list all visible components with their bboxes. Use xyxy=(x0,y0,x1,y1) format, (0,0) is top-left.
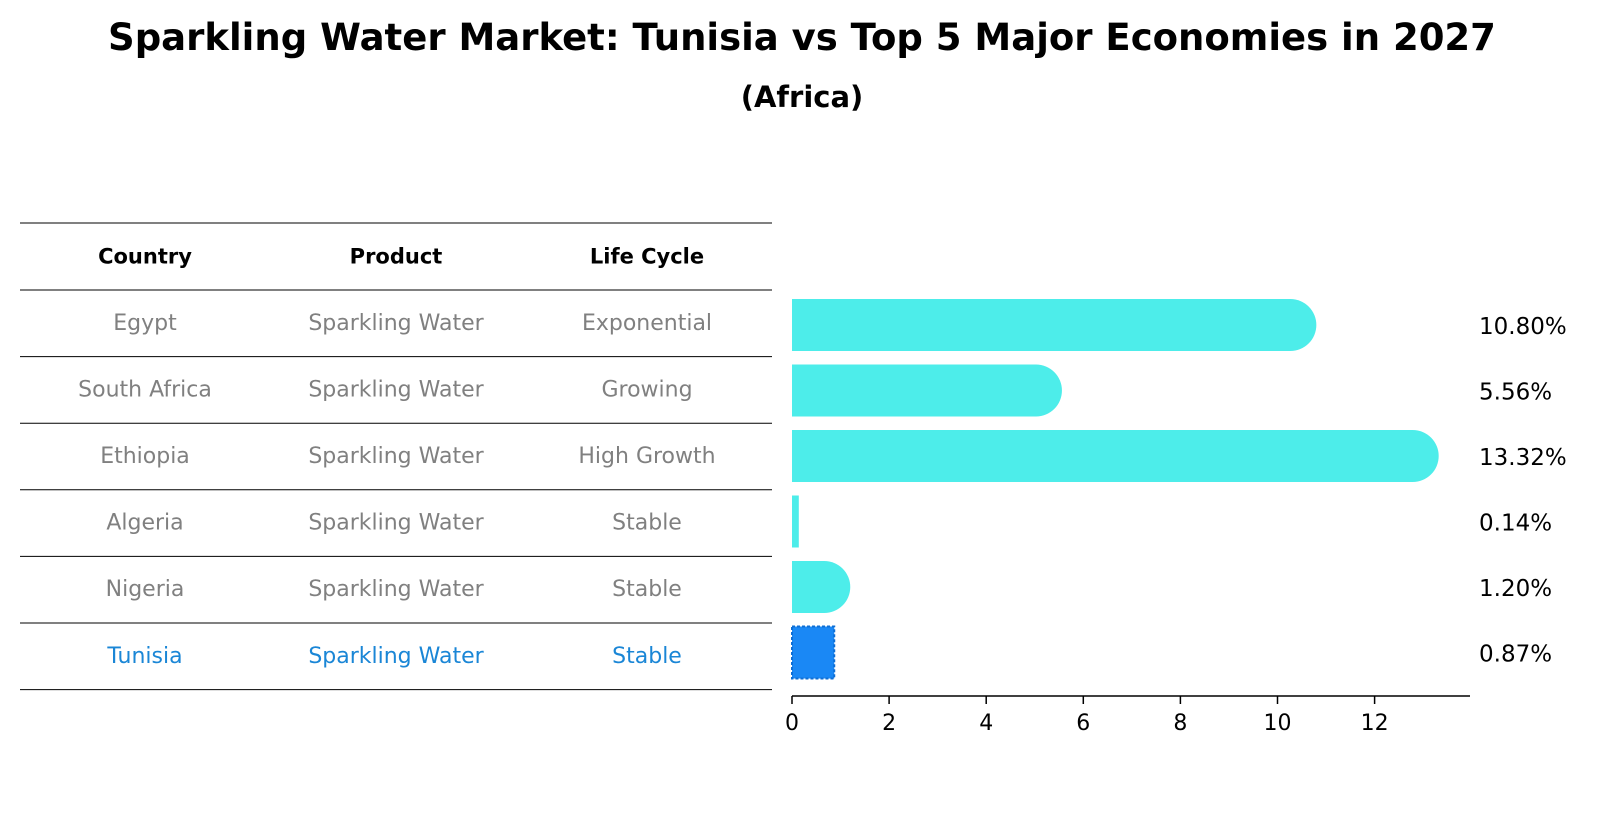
table-cell-life-cycle: High Growth xyxy=(578,444,715,469)
table-cell-product: Sparkling Water xyxy=(308,311,484,336)
bar-value-label: 0.87% xyxy=(1479,642,1552,668)
bar-nigeria xyxy=(792,561,851,613)
x-tick-label: 8 xyxy=(1173,711,1187,736)
table-cell-life-cycle: Exponential xyxy=(582,311,712,336)
bar-tunisia xyxy=(791,625,836,680)
table-cell-life-cycle: Growing xyxy=(601,377,692,402)
table-cell-product: Sparkling Water xyxy=(308,577,484,602)
table-cell-country: Tunisia xyxy=(106,644,182,669)
table-cell-country: Egypt xyxy=(113,311,177,336)
x-tick-label: 0 xyxy=(785,711,799,736)
table-cell-life-cycle: Stable xyxy=(612,577,682,602)
bar-value-label: 0.14% xyxy=(1479,511,1552,537)
table-cell-country: Nigeria xyxy=(106,577,185,602)
x-tick-label: 2 xyxy=(882,711,896,736)
x-tick-label: 12 xyxy=(1361,711,1389,736)
bar-algeria xyxy=(792,495,799,548)
bar-value-label: 10.80% xyxy=(1479,314,1567,340)
table-cell-product: Sparkling Water xyxy=(308,644,484,669)
table-cell-life-cycle: Stable xyxy=(612,644,682,669)
chart-subtitle: (Africa) xyxy=(740,80,864,114)
bar-value-label: 5.56% xyxy=(1479,380,1552,406)
table-cell-product: Sparkling Water xyxy=(308,377,484,402)
table-cell-country: Algeria xyxy=(106,511,183,536)
x-tick-label: 10 xyxy=(1264,711,1292,736)
table-cell-life-cycle: Stable xyxy=(612,511,682,536)
x-tick-label: 4 xyxy=(979,711,993,736)
table-cell-product: Sparkling Water xyxy=(308,444,484,469)
table-cell-product: Sparkling Water xyxy=(308,511,484,536)
bar-value-label: 1.20% xyxy=(1479,576,1552,602)
table-header-cell: Life Cycle xyxy=(590,245,704,269)
bar-ethiopia xyxy=(792,430,1439,482)
chart-title: Sparkling Water Market: Tunisia vs Top 5… xyxy=(108,16,1496,59)
bar-egypt xyxy=(792,299,1317,351)
bar-south-africa xyxy=(792,364,1062,417)
table-header-cell: Product xyxy=(350,245,443,269)
bar-value-label: 13.32% xyxy=(1479,445,1567,471)
table-header-cell: Country xyxy=(98,245,192,269)
x-tick-label: 6 xyxy=(1076,711,1090,736)
table-cell-country: South Africa xyxy=(78,377,212,402)
table-cell-country: Ethiopia xyxy=(100,444,190,469)
